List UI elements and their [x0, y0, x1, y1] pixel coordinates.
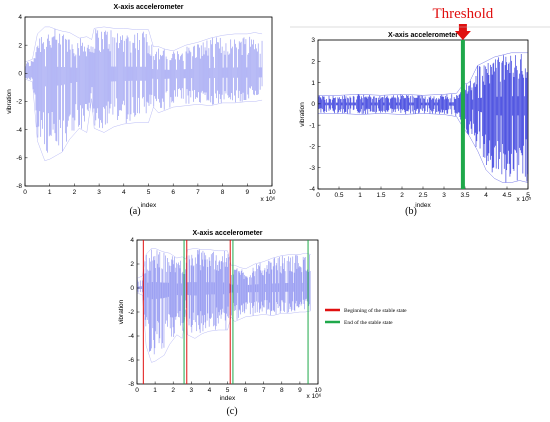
x-exponent-label: x 10⁶ [307, 393, 322, 400]
y-axis-label: vibration [118, 299, 125, 324]
x-tick-label: 1.5 [376, 192, 385, 199]
x-tick-label: 2 [73, 189, 77, 196]
chart-title: X-axis accelerometer [388, 32, 458, 39]
x-tick-label: 3 [97, 189, 101, 196]
y-axis-label: vibration [299, 102, 306, 127]
x-tick-label: 9 [298, 387, 302, 394]
x-tick-label: 2.5 [418, 192, 427, 199]
threshold-label: Threshold [432, 6, 493, 22]
x-tick-label: 1 [358, 192, 362, 199]
signal-upper-envelope [136, 248, 311, 279]
y-tick-label: -4 [309, 186, 315, 193]
x-tick-label: 2 [400, 192, 404, 199]
y-tick-label: 0 [18, 71, 22, 78]
x-axis-label: index [220, 395, 236, 402]
x-tick-label: 7 [196, 189, 200, 196]
legend: Beginning of the stable state End of the … [325, 307, 407, 326]
signal-lower-envelope [24, 78, 263, 162]
y-tick-label: 2 [311, 58, 315, 65]
x-tick-label: 0.5 [334, 192, 343, 199]
y-tick-label: 3 [311, 37, 315, 44]
x-tick-label: 3.5 [460, 192, 469, 199]
x-tick-label: 3 [189, 387, 193, 394]
panel-b-chart: 0 0.5 1 1.5 2 2.5 3 3.5 4 4.5 5 -4 -3 -2 -1 0 1 2 3 X-axis … [290, 6, 550, 217]
y-tick-label: 1 [311, 80, 315, 87]
x-tick-label: 10 [268, 189, 276, 196]
threshold-arrow-icon [454, 24, 471, 40]
x-tick-label: 1 [153, 387, 157, 394]
y-tick-label: -8 [16, 183, 22, 190]
y-tick-label: -6 [16, 155, 22, 162]
x-tick-label: 6 [171, 189, 175, 196]
panel-label: (a) [129, 206, 140, 217]
x-tick-label: 8 [280, 387, 284, 394]
x-tick-label: 2 [171, 387, 175, 394]
legend-label: End of the stable state [344, 319, 393, 326]
x-tick-label: 0 [316, 192, 320, 199]
x-tick-label: 1 [48, 189, 52, 196]
y-tick-label: -8 [128, 381, 134, 388]
x-exponent-label: x 10⁶ [261, 196, 276, 203]
y-tick-label: 2 [130, 261, 134, 268]
x-exponent-label: x 10⁵ [517, 196, 532, 203]
signal-upper-envelope [24, 26, 263, 63]
x-tick-label: 0 [23, 189, 27, 196]
x-tick-label: 4 [208, 387, 212, 394]
y-tick-label: -4 [16, 127, 22, 134]
panel-label: (c) [226, 406, 237, 417]
x-tick-label: 5 [147, 189, 151, 196]
x-tick-label: 5 [526, 192, 530, 199]
x-tick-label: 10 [314, 387, 322, 394]
panel-label: (b) [405, 206, 417, 217]
x-tick-label: 8 [221, 189, 225, 196]
signal-lower-envelope [136, 292, 311, 363]
x-tick-label: 3 [442, 192, 446, 199]
y-tick-label: -1 [309, 122, 315, 129]
y-tick-label: -6 [128, 357, 134, 364]
y-tick-label: -4 [128, 333, 134, 340]
y-tick-label: 0 [311, 101, 315, 108]
plot-area [24, 16, 273, 187]
y-tick-label: -2 [16, 99, 22, 106]
y-tick-label: -3 [309, 165, 315, 172]
signal-series [24, 26, 263, 162]
x-tick-label: 0 [135, 387, 139, 394]
y-tick-label: 4 [18, 14, 22, 21]
y-tick-label: 4 [130, 237, 134, 244]
x-tick-label: 9 [245, 189, 249, 196]
x-axis-label: index [141, 202, 157, 209]
legend-label: Beginning of the stable state [344, 307, 407, 314]
x-tick-label: 7 [262, 387, 266, 394]
y-tick-label: -2 [309, 144, 315, 151]
y-tick-label: 0 [130, 285, 134, 292]
panel-a-chart: 0 1 2 3 4 5 6 7 8 9 10 -8 -6 -4 -2 0 2 4 X-axis accelerome… [6, 4, 276, 217]
chart-title: X-axis accelerometer [113, 4, 183, 11]
y-tick-label: -2 [128, 309, 134, 316]
threshold-line [460, 40, 465, 189]
x-tick-label: 6 [244, 387, 248, 394]
signal-series [136, 248, 311, 363]
y-axis-label: vibration [6, 89, 13, 114]
chart-title: X-axis accelerometer [192, 230, 262, 237]
x-tick-label: 4 [484, 192, 488, 199]
panel-c-chart: 0 1 2 3 4 5 6 7 8 9 10 -8 -6 -4 -2 0 2 4 X-axis accelerome… [118, 230, 407, 417]
y-tick-label: 2 [18, 42, 22, 49]
x-tick-label: 4 [122, 189, 126, 196]
x-tick-label: 4.5 [502, 192, 511, 199]
x-tick-label: 5 [226, 387, 230, 394]
x-axis-label: index [415, 202, 431, 209]
